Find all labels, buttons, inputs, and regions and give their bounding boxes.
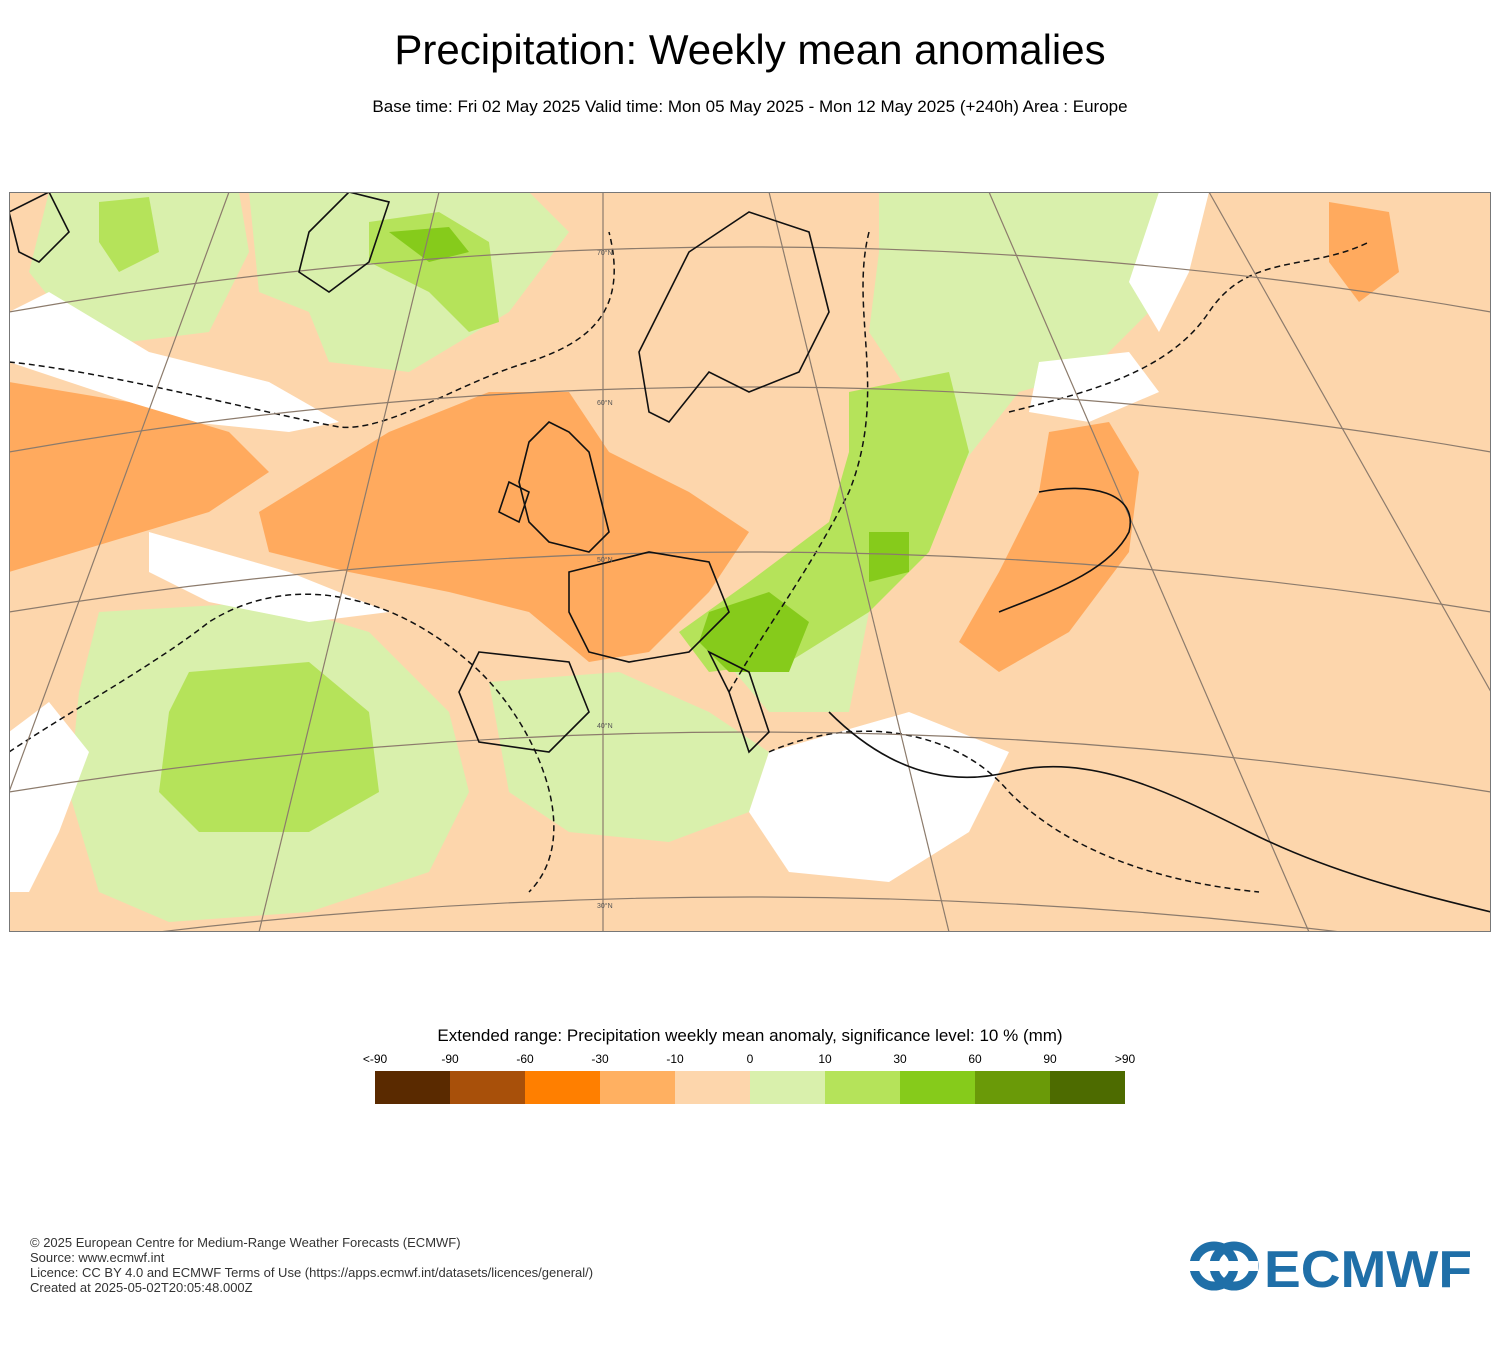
- significance-contour: [728, 231, 870, 693]
- legend-swatch: [375, 1071, 450, 1104]
- graticule-line: [153, 896, 1346, 932]
- no-signal-region: [749, 712, 1009, 882]
- coastline: [498, 480, 530, 524]
- significance-contour: [768, 730, 1260, 893]
- graticule-line: [9, 731, 1491, 793]
- source-text: Source: www.ecmwf.int: [30, 1250, 165, 1265]
- significance-contour: [1008, 241, 1370, 413]
- legend-swatch: [900, 1071, 975, 1104]
- lat-label: 40°N: [597, 722, 613, 730]
- licence-text: Licence: CC BY 4.0 and ECMWF Terms of Us…: [30, 1265, 594, 1280]
- coastline: [707, 650, 770, 754]
- graticule-line: [9, 246, 1491, 313]
- chart-title: Precipitation: Weekly mean anomalies: [394, 26, 1106, 73]
- significance-contour: [9, 231, 615, 429]
- legend-label: -60: [516, 1052, 534, 1066]
- coastline: [638, 211, 830, 424]
- legend-swatch: [1050, 1071, 1125, 1104]
- legend-label: 0: [746, 1052, 754, 1066]
- chart-subtitle: Base time: Fri 02 May 2025 Valid time: M…: [372, 97, 1128, 116]
- coastline: [828, 711, 1491, 913]
- significance-contour: [9, 593, 555, 893]
- graticule-line: [258, 192, 440, 932]
- ecmwf-logo-text: ECMWF: [1264, 1241, 1472, 1298]
- coastline: [518, 421, 610, 553]
- footer-credits: © 2025 European Centre for Medium-Range …: [30, 1235, 593, 1295]
- weak-wet-region: [29, 192, 249, 342]
- very-wet-region: [869, 532, 909, 582]
- legend-label: -10: [666, 1052, 684, 1066]
- strong-dry-region: [259, 392, 749, 662]
- legend-title: Extended range: Precipitation weekly mea…: [437, 1026, 1063, 1045]
- graticule-line: [9, 551, 1491, 613]
- graticule-line: [768, 192, 950, 932]
- no-signal-region: [1129, 192, 1209, 332]
- legend-swatch: [675, 1071, 750, 1104]
- legend-label: 90: [1043, 1052, 1057, 1066]
- no-signal-region: [9, 292, 339, 432]
- ecmwf-logo: ECMWF: [1190, 1241, 1472, 1298]
- strong-wet-region: [679, 372, 969, 672]
- very-wet-region: [389, 227, 469, 262]
- graticule-line: [988, 192, 1310, 932]
- lat-label: 30°N: [597, 902, 613, 910]
- ecmwf-logo-icon: [1190, 1241, 1259, 1291]
- lat-label: 50°N: [597, 556, 613, 564]
- anomaly-map: 70°N 60°N 50°N 40°N 30°N: [9, 192, 1491, 932]
- legend-swatch: [600, 1071, 675, 1104]
- strong-wet-region: [99, 197, 159, 272]
- legend-label: -30: [591, 1052, 609, 1066]
- graticule-line: [9, 386, 1491, 453]
- strong-dry-region: [9, 382, 269, 572]
- strong-dry-region: [1329, 202, 1399, 302]
- graticule-line: [9, 192, 230, 793]
- copyright-text: © 2025 European Centre for Medium-Range …: [30, 1235, 461, 1250]
- coastline: [458, 651, 590, 753]
- weak-wet-region: [489, 672, 769, 842]
- strong-wet-region: [159, 662, 379, 832]
- map-frame: [9, 192, 1491, 932]
- no-signal-region: [9, 702, 89, 892]
- legend-swatch: [975, 1071, 1050, 1104]
- legend-label: -90: [441, 1052, 459, 1066]
- very-wet-region: [699, 592, 809, 672]
- legend-swatch: [525, 1071, 600, 1104]
- coastline: [9, 192, 70, 263]
- strong-wet-region: [369, 212, 499, 332]
- legend-label: >90: [1114, 1052, 1136, 1066]
- legend-label: 10: [818, 1052, 832, 1066]
- created-text: Created at 2025-05-02T20:05:48.000Z: [30, 1280, 253, 1295]
- legend-label: 30: [893, 1052, 907, 1066]
- coastline: [568, 551, 730, 663]
- coastline: [298, 192, 391, 293]
- coastline: [998, 487, 1132, 613]
- graticule-line: [1208, 192, 1491, 693]
- legend-swatch: [450, 1071, 525, 1104]
- no-signal-region: [1029, 352, 1159, 422]
- legend-swatch: [825, 1071, 900, 1104]
- legend-label: <-90: [362, 1052, 388, 1066]
- lat-label: 60°N: [597, 399, 613, 407]
- legend-labels: <-90 -90 -60 -30 -10 0 10 30 60 90 >90: [363, 1052, 1135, 1066]
- legend-label: 60: [968, 1052, 982, 1066]
- lat-label: 70°N: [597, 249, 613, 257]
- legend-swatch: [750, 1071, 825, 1104]
- legend-color-bar: [375, 1071, 1125, 1104]
